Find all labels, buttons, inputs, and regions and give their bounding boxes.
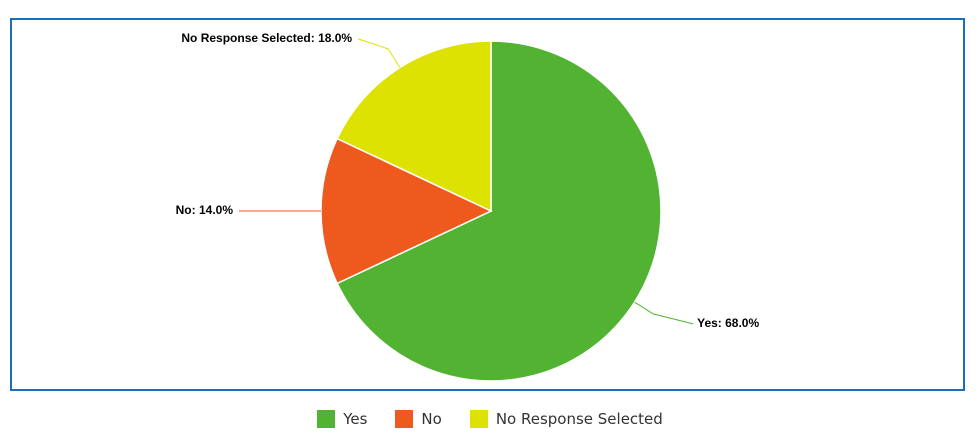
legend-swatch-no	[395, 410, 414, 428]
pie-slice-yes[interactable]	[336, 40, 662, 382]
connector-yes	[634, 301, 694, 325]
legend-label-yes: Yes	[343, 410, 368, 428]
legend-item-no-response-selected[interactable]: No Response Selected	[469, 410, 663, 428]
legend-swatch-yes	[317, 410, 336, 428]
data-label-no-response-selected: No Response Selected: 18.0%	[181, 31, 352, 45]
legend-item-no[interactable]: No	[395, 410, 442, 428]
legend-swatch-no-response-selected	[469, 410, 488, 428]
data-label-no: No: 14.0%	[176, 203, 234, 217]
legend-label-no-response-selected: No Response Selected	[495, 410, 663, 428]
pie-chart: Yes: 68.0% No: 14.0% No Response Selected:…	[176, 31, 759, 382]
connector-no-response-selected	[357, 38, 401, 68]
legend-item-yes[interactable]: Yes	[317, 410, 367, 428]
legend: Yes No No Response Selected	[0, 410, 980, 428]
data-label-yes: Yes: 68.0%	[697, 316, 759, 330]
legend-label-no: No	[421, 410, 442, 428]
